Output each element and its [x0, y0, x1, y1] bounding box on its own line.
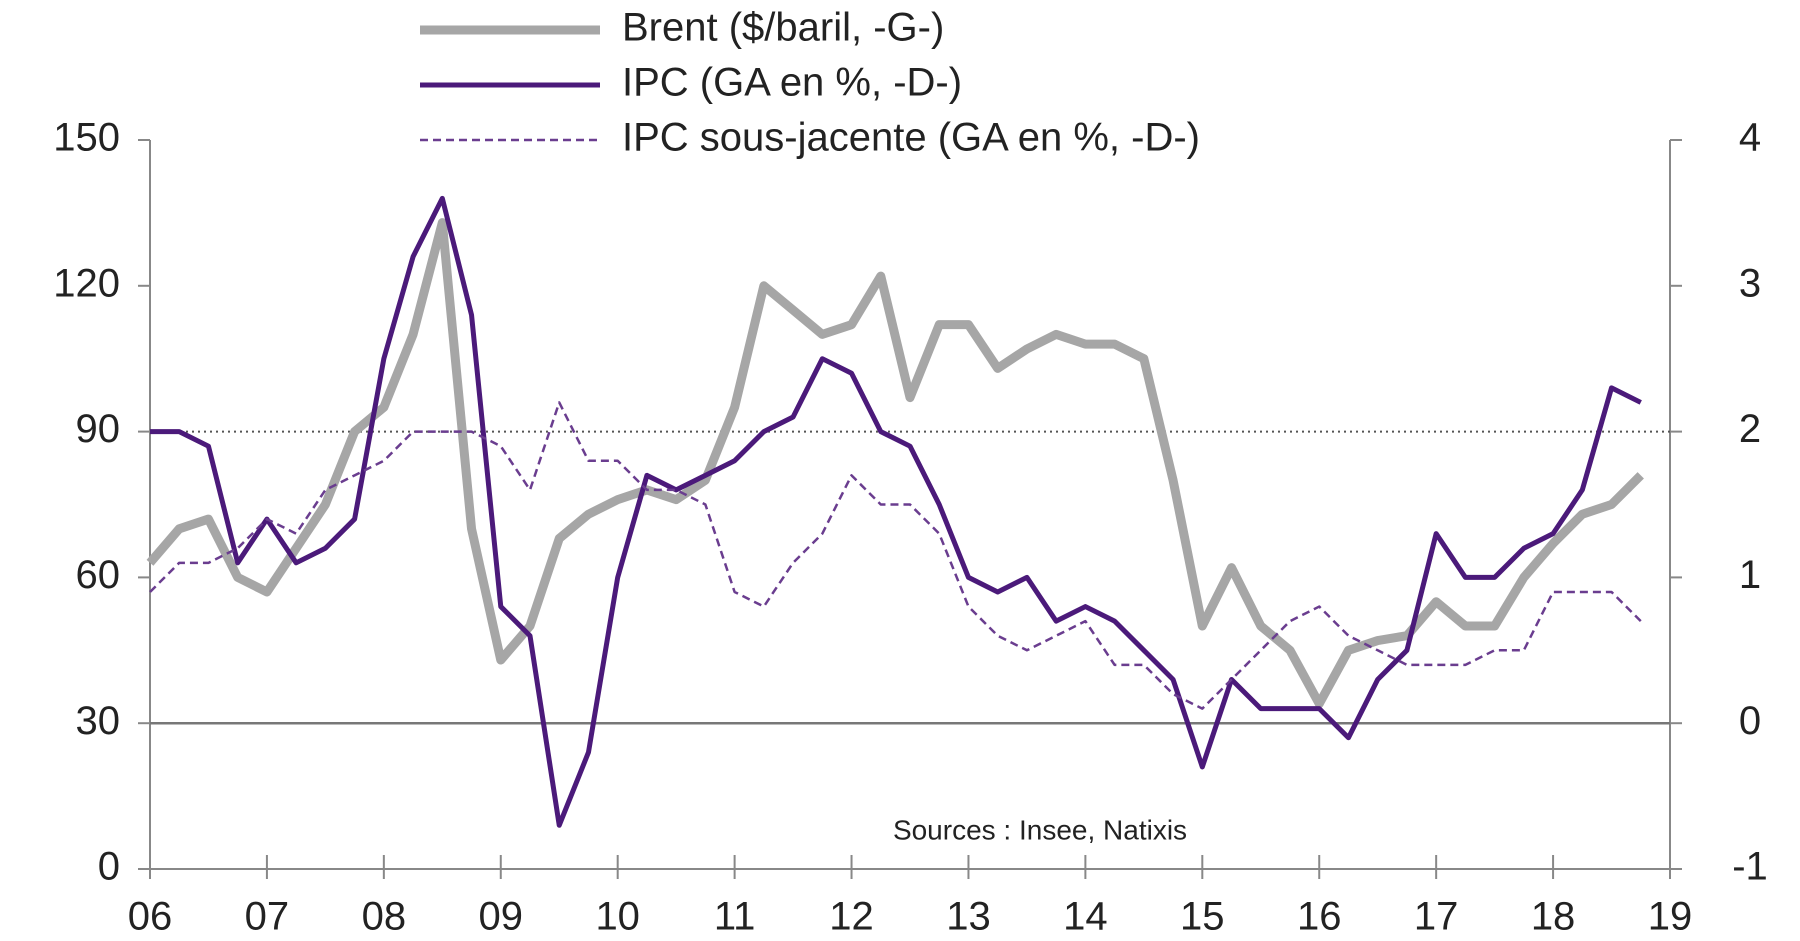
annotation: Sources : Insee, Natixis	[893, 814, 1187, 845]
x-tick-label: 13	[946, 895, 991, 939]
x-tick-label: 10	[595, 895, 640, 939]
y2-tick-label: 0	[1739, 699, 1761, 743]
x-tick-label: 07	[245, 895, 290, 939]
series-line	[149, 401, 1642, 710]
y2-tick-label: 1	[1739, 553, 1761, 597]
legend-label: Brent ($/baril, -G-)	[622, 6, 944, 50]
x-tick-label: 19	[1648, 895, 1693, 939]
y2-tick-label: 3	[1739, 261, 1761, 305]
x-tick-label: 17	[1414, 895, 1459, 939]
y-tick-label: 60	[76, 553, 121, 597]
y-tick-label: 150	[53, 116, 120, 160]
x-tick-label: 09	[479, 895, 524, 939]
legend-label: IPC sous-jacente (GA en %, -D-)	[622, 116, 1200, 160]
y-tick-label: 0	[98, 845, 120, 889]
x-tick-label: 16	[1297, 895, 1342, 939]
x-tick-label: 11	[714, 895, 756, 939]
y-tick-label: 30	[76, 699, 121, 743]
series-line	[150, 195, 1642, 828]
y-tick-label: 120	[53, 261, 120, 305]
y2-tick-label: 2	[1739, 407, 1761, 451]
series-line	[146, 218, 1644, 709]
x-tick-label: 12	[829, 895, 874, 939]
x-tick-label: 15	[1180, 895, 1225, 939]
x-tick-label: 06	[128, 895, 173, 939]
x-tick-label: 08	[362, 895, 407, 939]
y2-tick-label: -1	[1732, 845, 1768, 889]
y-tick-label: 90	[76, 407, 121, 451]
x-tick-label: 14	[1063, 895, 1108, 939]
x-tick-label: 18	[1531, 895, 1576, 939]
y2-tick-label: 4	[1739, 116, 1761, 160]
legend-label: IPC (GA en %, -D-)	[622, 61, 962, 105]
